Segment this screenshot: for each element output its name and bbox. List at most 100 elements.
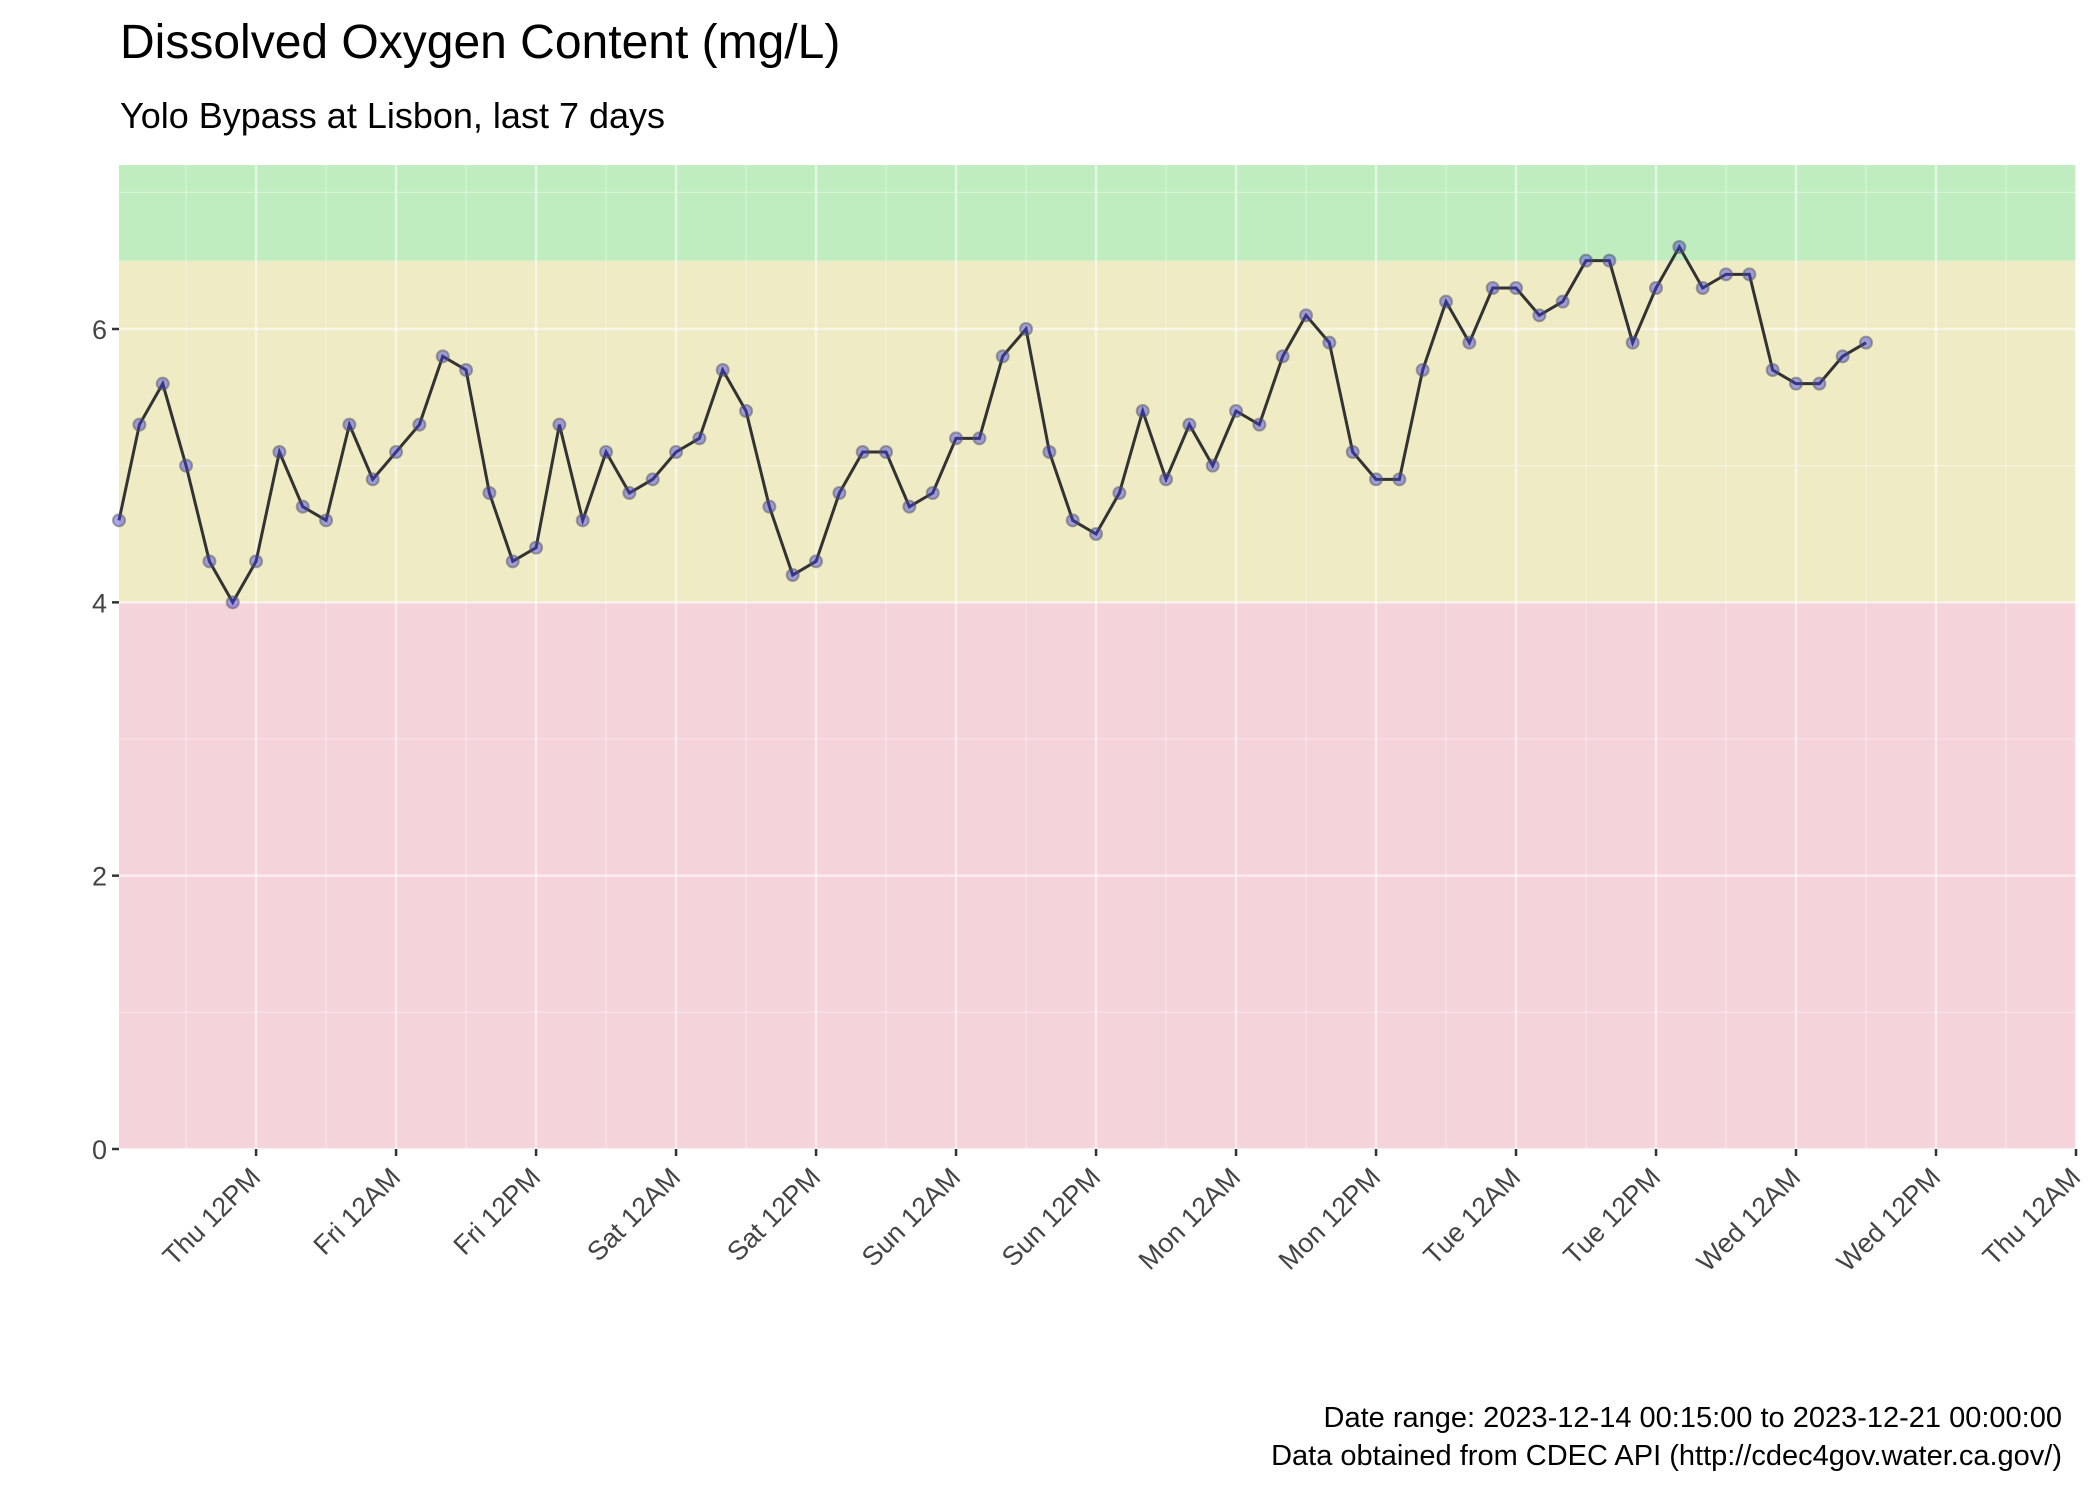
data-point [599,445,614,459]
data-point [972,431,987,446]
x-tick-label: Mon 12PM [1273,1162,1387,1276]
x-tick-label: Thu 12PM [157,1162,266,1271]
data-point [529,540,544,555]
x-tick-label: Sat 12PM [721,1162,826,1267]
data-point [1485,281,1500,295]
data-point [809,554,824,569]
chart-subtitle: Yolo Bypass at Lisbon, last 7 days [120,95,665,136]
data-point [669,445,684,459]
x-tick-label: Fri 12PM [448,1162,547,1261]
data-point [1789,376,1804,391]
data-point [692,431,707,446]
data-point [1835,349,1850,364]
data-point [1112,486,1127,500]
data-line [117,243,1867,606]
data-point [1322,335,1337,350]
data-point [249,554,264,569]
data-point [1439,294,1454,309]
data-point [715,363,730,377]
data-point [1532,308,1547,323]
data-point [1579,253,1594,268]
data-point [112,513,126,528]
data-point [1812,376,1827,391]
data-point [179,458,194,473]
data-point [155,376,170,391]
data-point [1089,527,1104,541]
data-point [1859,335,1874,350]
data-point [505,554,520,569]
chart-title: Dissolved Oxygen Content (mg/L) [120,16,840,69]
data-point [1019,322,1034,336]
data-point [225,595,240,610]
data-point [925,486,940,500]
data-point [342,417,357,432]
data-point [1275,349,1290,364]
y-tick-label: 0 [92,1135,107,1165]
threshold-band [119,260,2076,603]
data-point [1695,281,1710,295]
data-point [1252,417,1267,432]
x-tick-label: Mon 12AM [1133,1162,1247,1276]
data-point [1065,513,1080,528]
x-tick-label: Thu 12AM [1977,1162,2086,1271]
data-point [1462,335,1477,350]
data-point [1205,458,1220,473]
caption: Data obtained from CDEC API (http://cdec… [1271,1440,2062,1472]
data-point [1555,294,1570,309]
data-point [1765,363,1780,377]
data-point [1719,267,1734,282]
y-tick-label: 6 [92,315,107,345]
x-tick-label: Tue 12PM [1558,1162,1667,1271]
x-tick-label: Wed 12PM [1831,1162,1946,1277]
x-tick-label: Tue 12AM [1418,1162,1527,1271]
data-point [1159,472,1174,487]
data-point [1649,281,1664,295]
data-point [1369,472,1384,487]
data-point [412,417,427,432]
data-point [1299,308,1314,323]
data-point [459,363,474,377]
data-point [832,486,847,500]
data-point [879,445,894,459]
data-point [1625,335,1640,350]
data-point [1742,267,1757,282]
data-point [949,431,964,446]
data-point [1345,445,1360,459]
data-point [762,499,777,514]
data-point [1602,253,1617,268]
data-point [132,417,147,432]
data-point [1042,445,1057,459]
y-tick-label: 2 [92,862,107,892]
data-point [1509,281,1524,295]
data-point [1229,404,1244,418]
data-point [1182,417,1197,432]
data-point [435,349,450,364]
data-point [995,349,1010,364]
data-point [902,499,917,514]
data-point [1392,472,1407,487]
data-point [645,472,660,487]
data-point [552,417,567,432]
x-tick-label: Fri 12AM [308,1162,407,1261]
data-point [1135,404,1150,418]
data-point [365,472,380,487]
x-tick-label: Sun 12AM [856,1162,966,1272]
x-tick-label: Sun 12PM [996,1162,1106,1272]
data-point [272,445,287,459]
data-point [1415,363,1430,377]
data-point [575,513,590,528]
data-point [739,404,754,418]
threshold-band [119,165,2076,261]
data-point [319,513,334,528]
y-tick-label: 4 [92,588,107,618]
data-point [855,445,870,459]
data-point [1672,240,1687,254]
data-point [622,486,637,500]
data-point [785,568,800,582]
x-tick-label: Wed 12AM [1691,1162,1806,1277]
data-point [295,499,310,514]
caption: Date range: 2023-12-14 00:15:00 to 2023-… [1324,1402,2062,1434]
x-tick-label: Sat 12AM [581,1162,686,1267]
data-point [389,445,404,459]
